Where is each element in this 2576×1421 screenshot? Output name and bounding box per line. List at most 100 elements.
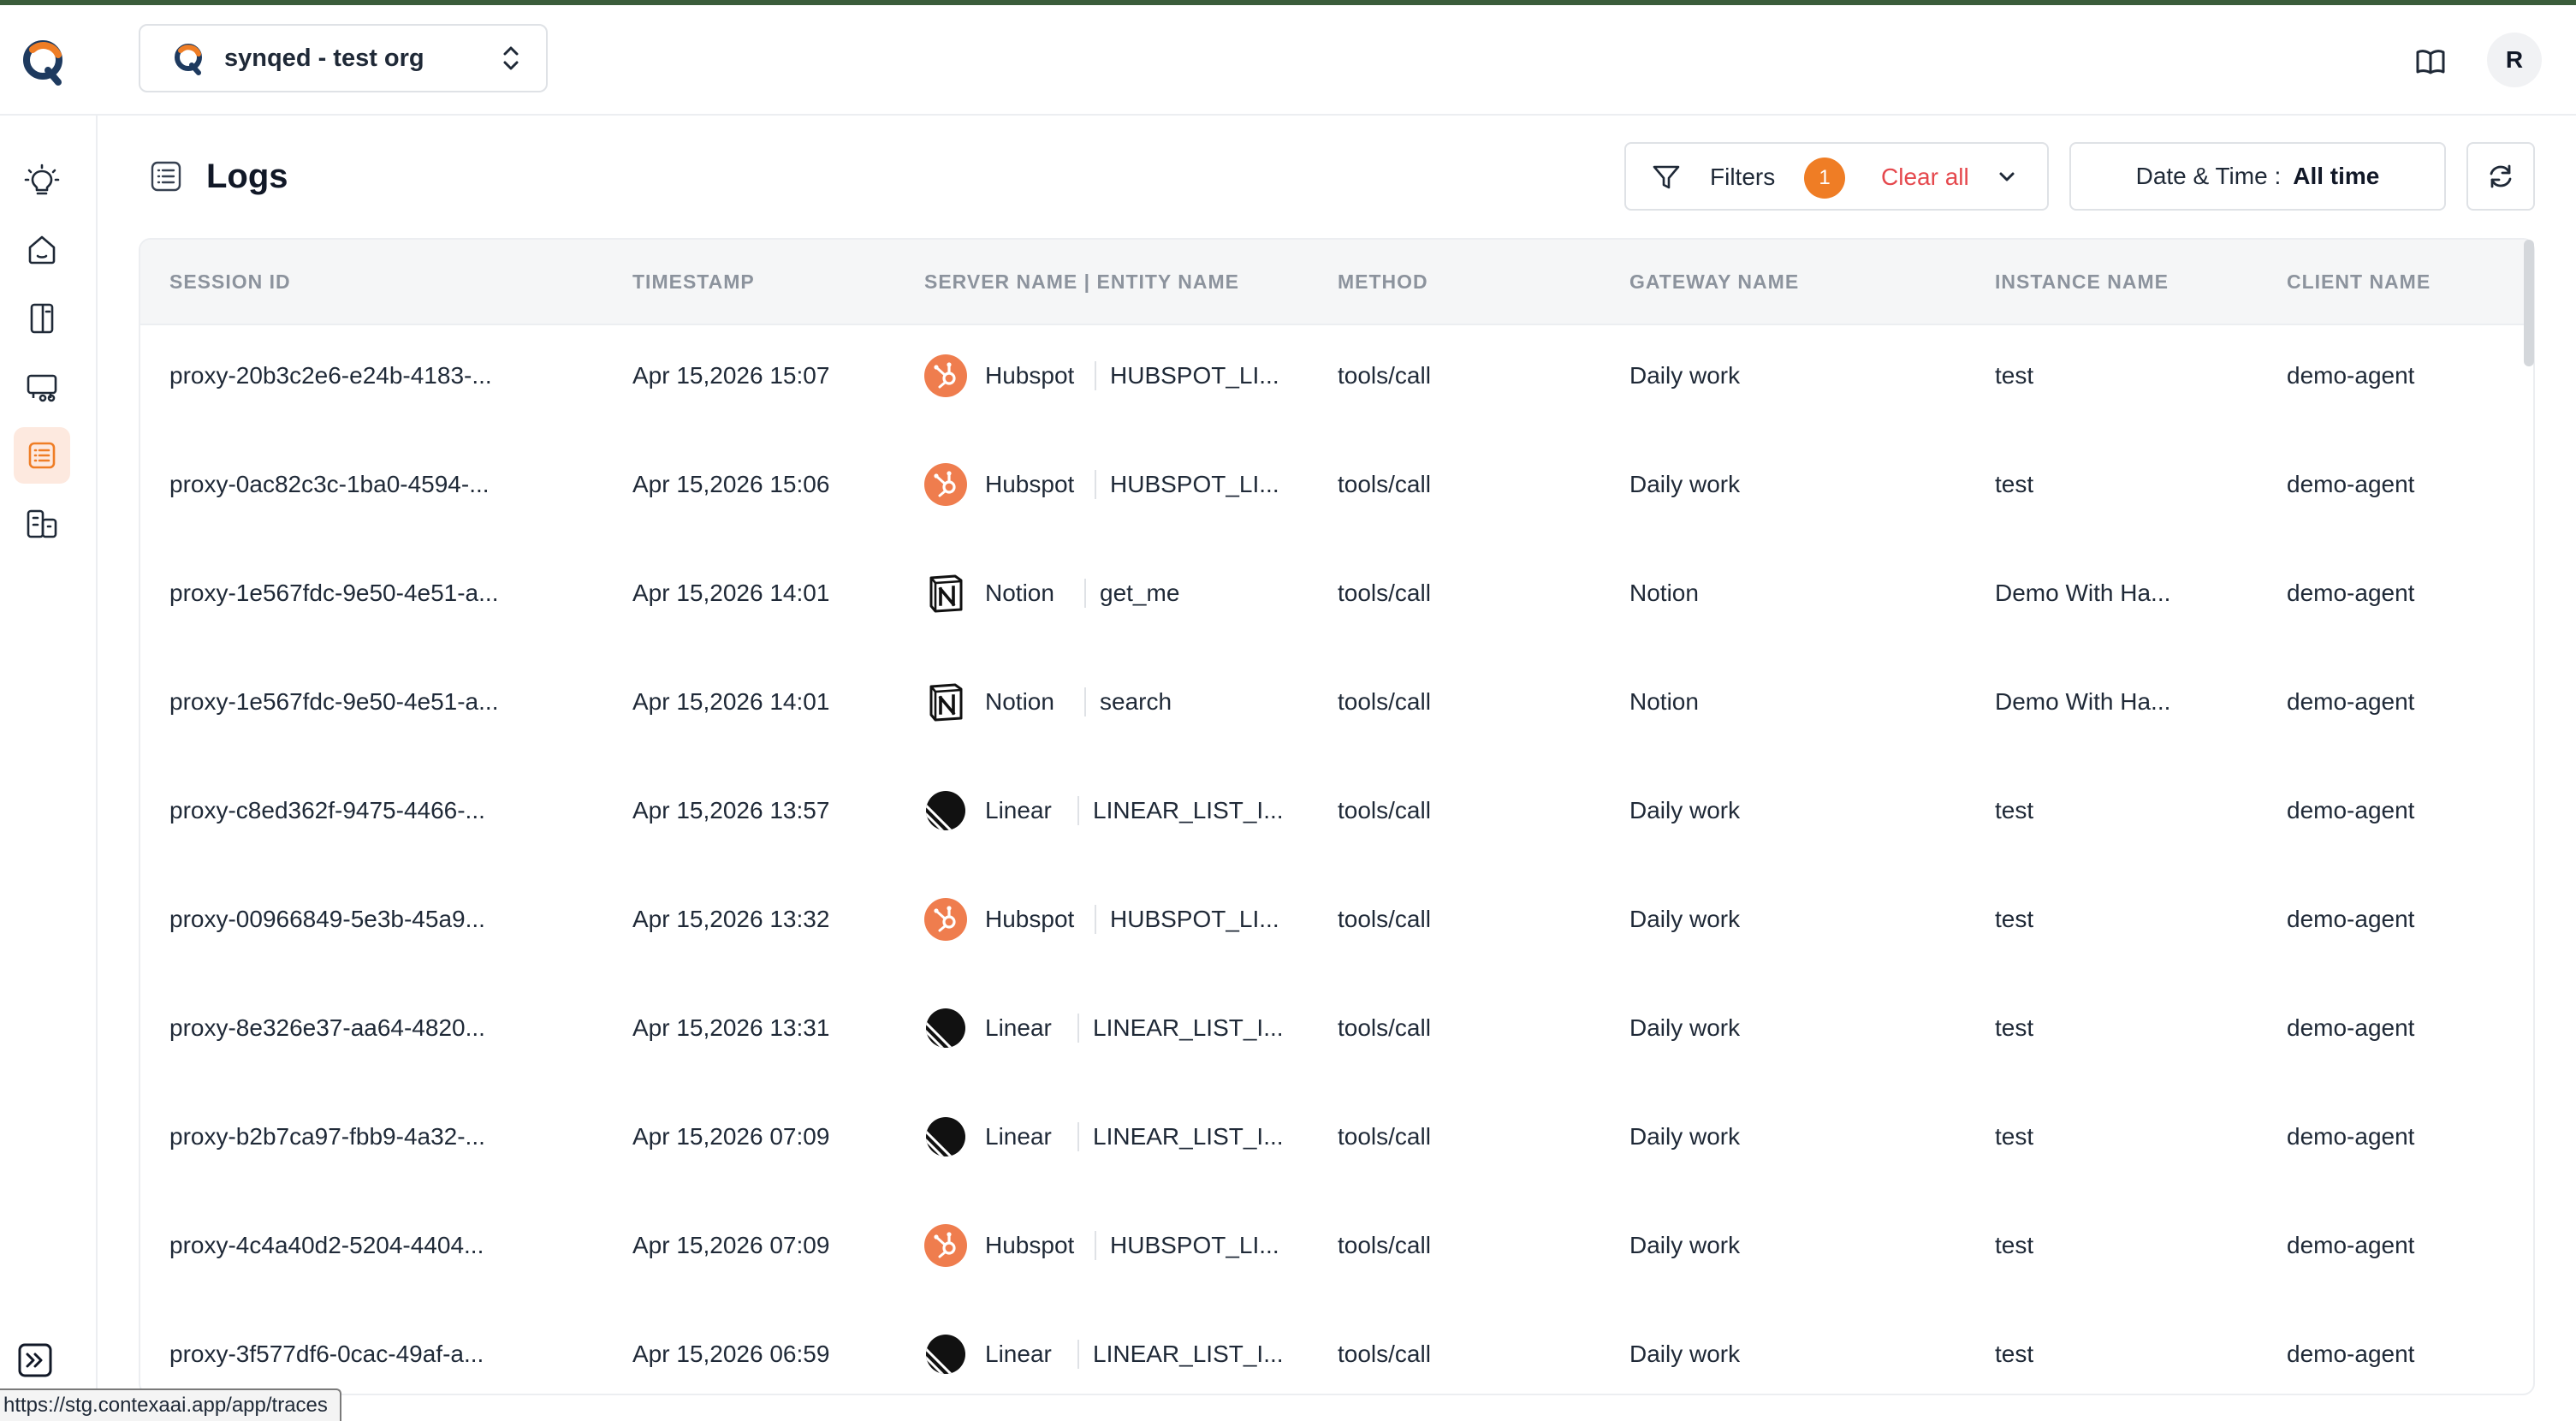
table-row[interactable]: proxy-3f577df6-0cac-49af-a... Apr 15,2026… [140,1302,2533,1394]
session-id-cell[interactable]: proxy-0ac82c3c-1ba0-4594-... [169,471,490,497]
logs-table: SESSION ID TIMESTAMP SERVER NAME | ENTIT… [139,238,2535,1395]
instance-cell: Demo With Ha... [1995,580,2171,606]
server-name-cell: Linear [985,1014,1052,1041]
gateway-cell: Daily work [1629,906,1741,932]
timestamp-cell: Apr 15,2026 14:01 [632,688,830,715]
entity-name-cell: HUBSPOT_LI... [1110,362,1279,389]
clear-all-button[interactable]: Clear all [1881,164,1969,190]
linear-logo-icon [924,1007,967,1049]
timestamp-cell: Apr 15,2026 14:01 [632,580,830,606]
top-accent-line [0,0,2576,5]
table-row[interactable]: proxy-8e326e37-aa64-4820... Apr 15,2026 1… [140,976,2533,1080]
session-id-cell[interactable]: proxy-1e567fdc-9e50-4e51-a... [169,580,499,606]
org-selector[interactable]: synqed - test org [139,24,548,92]
table-row[interactable]: proxy-20b3c2e6-e24b-4183-... Apr 15,2026 … [140,324,2533,428]
date-time-picker[interactable]: Date & Time : All time [2069,142,2446,211]
server-name-cell: Hubspot [985,471,1075,497]
date-time-label: Date & Time : [2135,163,2282,189]
method-cell: tools/call [1338,1014,1431,1041]
logs-list-icon [28,442,56,469]
linear-logo-icon [924,1333,967,1376]
entity-name-cell: get_me [1100,580,1180,606]
date-time-value: All time [2293,163,2380,189]
timestamp-cell: Apr 15,2026 13:31 [632,1014,830,1041]
table-row[interactable]: proxy-c8ed362f-9475-4466-... Apr 15,2026 … [140,758,2533,863]
column-header-server-entity[interactable]: SERVER NAME | ENTITY NAME [924,271,1239,293]
app-logo-icon[interactable] [21,36,65,87]
column-header-instance[interactable]: INSTANCE NAME [1995,271,2169,293]
session-id-cell[interactable]: proxy-00966849-5e3b-45a9... [169,906,485,932]
server-name-cell: Notion [985,688,1054,715]
page-title: Logs [206,158,288,195]
sidebar-item-logs[interactable] [14,427,70,484]
expand-sidebar-icon[interactable] [17,1342,53,1378]
docs-book-icon[interactable] [2415,46,2446,77]
gateway-cell: Notion [1629,688,1699,715]
client-cell: demo-agent [2287,1123,2415,1150]
filter-funnel-icon[interactable] [1652,163,1681,192]
method-cell: tools/call [1338,906,1431,932]
filter-count-badge: 1 [1804,158,1845,199]
session-id-cell[interactable]: proxy-20b3c2e6-e24b-4183-... [169,362,492,389]
gateway-cell: Daily work [1629,1123,1741,1150]
table-row[interactable]: proxy-b2b7ca97-fbb9-4a32-... Apr 15,2026 … [140,1085,2533,1189]
app-header: synqed - test org R [0,5,2576,116]
sidebar-item-library[interactable] [14,290,70,347]
instance-cell: test [1995,797,2034,823]
entity-name-cell: search [1100,688,1172,715]
method-cell: tools/call [1338,688,1431,715]
timestamp-cell: Apr 15,2026 07:09 [632,1123,830,1150]
sidebar-item-marketplace[interactable] [14,359,70,415]
server-entity-divider [1077,1340,1079,1369]
column-header-timestamp[interactable]: TIMESTAMP [632,271,755,293]
server-entity-divider [1095,1231,1096,1260]
filters-button[interactable]: Filters [1710,164,1776,190]
user-avatar[interactable]: R [2487,33,2542,87]
linear-logo-icon [924,789,967,832]
server-name-cell: Linear [985,797,1052,823]
refresh-icon [2490,164,2512,188]
client-cell: demo-agent [2287,1341,2415,1367]
session-id-cell[interactable]: proxy-3f577df6-0cac-49af-a... [169,1341,484,1367]
session-id-cell[interactable]: proxy-c8ed362f-9475-4466-... [169,797,485,823]
table-scrollbar[interactable] [2524,240,2534,366]
column-header-session-id[interactable]: SESSION ID [169,271,291,293]
client-cell: demo-agent [2287,688,2415,715]
sidebar-item-organization[interactable] [14,496,70,552]
gateway-cell: Daily work [1629,1341,1741,1367]
entity-name-cell: LINEAR_LIST_I... [1093,1341,1284,1367]
entity-name-cell: HUBSPOT_LI... [1110,1232,1279,1258]
sidebar-item-insights[interactable] [14,153,70,210]
sidebar-item-home[interactable] [14,222,70,278]
entity-name-cell: HUBSPOT_LI... [1110,906,1279,932]
timestamp-cell: Apr 15,2026 13:32 [632,906,830,932]
server-entity-divider [1077,1014,1079,1043]
entity-name-cell: HUBSPOT_LI... [1110,471,1279,497]
instance-cell: test [1995,1232,2034,1258]
table-row[interactable]: proxy-1e567fdc-9e50-4e51-a... Apr 15,2026… [140,650,2533,754]
server-name-cell: Linear [985,1123,1052,1150]
server-entity-divider [1095,361,1096,390]
lightbulb-icon [24,164,60,195]
column-header-gateway[interactable]: GATEWAY NAME [1629,271,1800,293]
timestamp-cell: Apr 15,2026 15:06 [632,471,830,497]
method-cell: tools/call [1338,1341,1431,1367]
notion-logo-icon [924,572,967,615]
column-header-method[interactable]: METHOD [1338,271,1428,293]
status-bar-url: https://stg.contexaai.app/app/traces [0,1388,341,1421]
method-cell: tools/call [1338,797,1431,823]
session-id-cell[interactable]: proxy-8e326e37-aa64-4820... [169,1014,485,1041]
table-row[interactable]: proxy-0ac82c3c-1ba0-4594-... Apr 15,2026 … [140,432,2533,537]
instance-cell: Demo With Ha... [1995,688,2171,715]
refresh-button[interactable] [2466,142,2535,211]
session-id-cell[interactable]: proxy-4c4a40d2-5204-4404... [169,1232,484,1258]
table-row[interactable]: proxy-4c4a40d2-5204-4404... Apr 15,2026 0… [140,1193,2533,1298]
chevron-down-icon[interactable] [1994,164,2020,190]
table-row[interactable]: proxy-00966849-5e3b-45a9... Apr 15,2026 1… [140,867,2533,972]
method-cell: tools/call [1338,1123,1431,1150]
session-id-cell[interactable]: proxy-1e567fdc-9e50-4e51-a... [169,688,499,715]
instance-cell: test [1995,362,2034,389]
column-header-client[interactable]: CLIENT NAME [2287,271,2431,293]
table-row[interactable]: proxy-1e567fdc-9e50-4e51-a... Apr 15,2026… [140,541,2533,645]
session-id-cell[interactable]: proxy-b2b7ca97-fbb9-4a32-... [169,1123,485,1150]
